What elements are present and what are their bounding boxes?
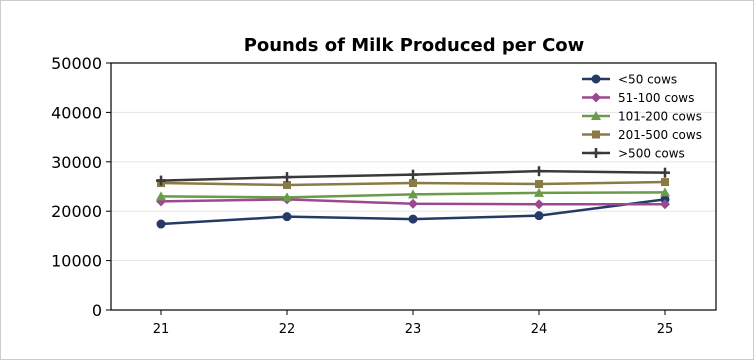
series-2 <box>156 187 670 202</box>
data-point <box>408 169 418 180</box>
legend-label: 201-500 cows <box>618 128 702 142</box>
series-0 <box>156 194 670 229</box>
legend-label: >500 cows <box>618 147 685 161</box>
series-lines <box>156 166 670 229</box>
data-point <box>409 179 417 188</box>
data-point <box>408 189 418 199</box>
data-point <box>156 175 166 186</box>
x-tick-label: 21 <box>153 322 170 337</box>
y-tick-label: 0 <box>92 301 102 320</box>
y-tick-label: 10000 <box>51 252 102 271</box>
y-tick-label: 30000 <box>51 153 102 172</box>
legend-marker <box>591 74 601 84</box>
data-point <box>660 199 670 210</box>
chart-title: Pounds of Milk Produced per Cow <box>244 35 585 56</box>
data-point <box>660 187 670 197</box>
legend-label: 51-100 cows <box>618 91 694 105</box>
legend-item-1: 51-100 cows <box>582 91 694 105</box>
x-axis-ticks: 21 22 23 24 25 <box>153 310 674 337</box>
series-4 <box>156 166 670 186</box>
data-point <box>283 181 291 190</box>
data-point <box>660 167 670 178</box>
data-point <box>408 214 418 224</box>
data-point <box>661 178 669 187</box>
data-point <box>156 219 166 229</box>
y-tick-label: 40000 <box>51 103 102 122</box>
legend-item-0: <50 cows <box>582 73 677 87</box>
legend: <50 cows 51-100 cows 101-200 cows 201-500 c… <box>582 73 702 161</box>
y-tick-label: 20000 <box>51 202 102 221</box>
y-tick-label: 50000 <box>51 54 102 73</box>
legend-item-3: 201-500 cows <box>582 128 702 142</box>
data-point <box>534 166 544 177</box>
legend-marker <box>591 148 601 158</box>
legend-marker <box>592 130 600 139</box>
legend-item-2: 101-200 cows <box>582 110 702 124</box>
legend-label: 101-200 cows <box>618 110 702 124</box>
data-point <box>534 199 544 210</box>
legend-item-4: >500 cows <box>582 147 685 161</box>
data-point <box>534 211 544 221</box>
data-point <box>282 172 292 183</box>
data-point <box>282 212 292 222</box>
data-point <box>535 180 543 189</box>
x-tick-label: 22 <box>279 322 296 337</box>
data-point <box>282 192 292 202</box>
legend-marker <box>591 111 601 120</box>
legend-label: <50 cows <box>618 73 677 87</box>
x-tick-label: 24 <box>531 322 548 337</box>
legend-marker <box>591 92 601 103</box>
x-tick-label: 25 <box>657 322 674 337</box>
y-axis-ticks: 0 10000 20000 30000 40000 50000 <box>51 54 111 320</box>
data-point <box>408 198 418 209</box>
x-tick-label: 23 <box>405 322 422 337</box>
data-point <box>534 187 544 197</box>
data-point <box>156 191 166 201</box>
